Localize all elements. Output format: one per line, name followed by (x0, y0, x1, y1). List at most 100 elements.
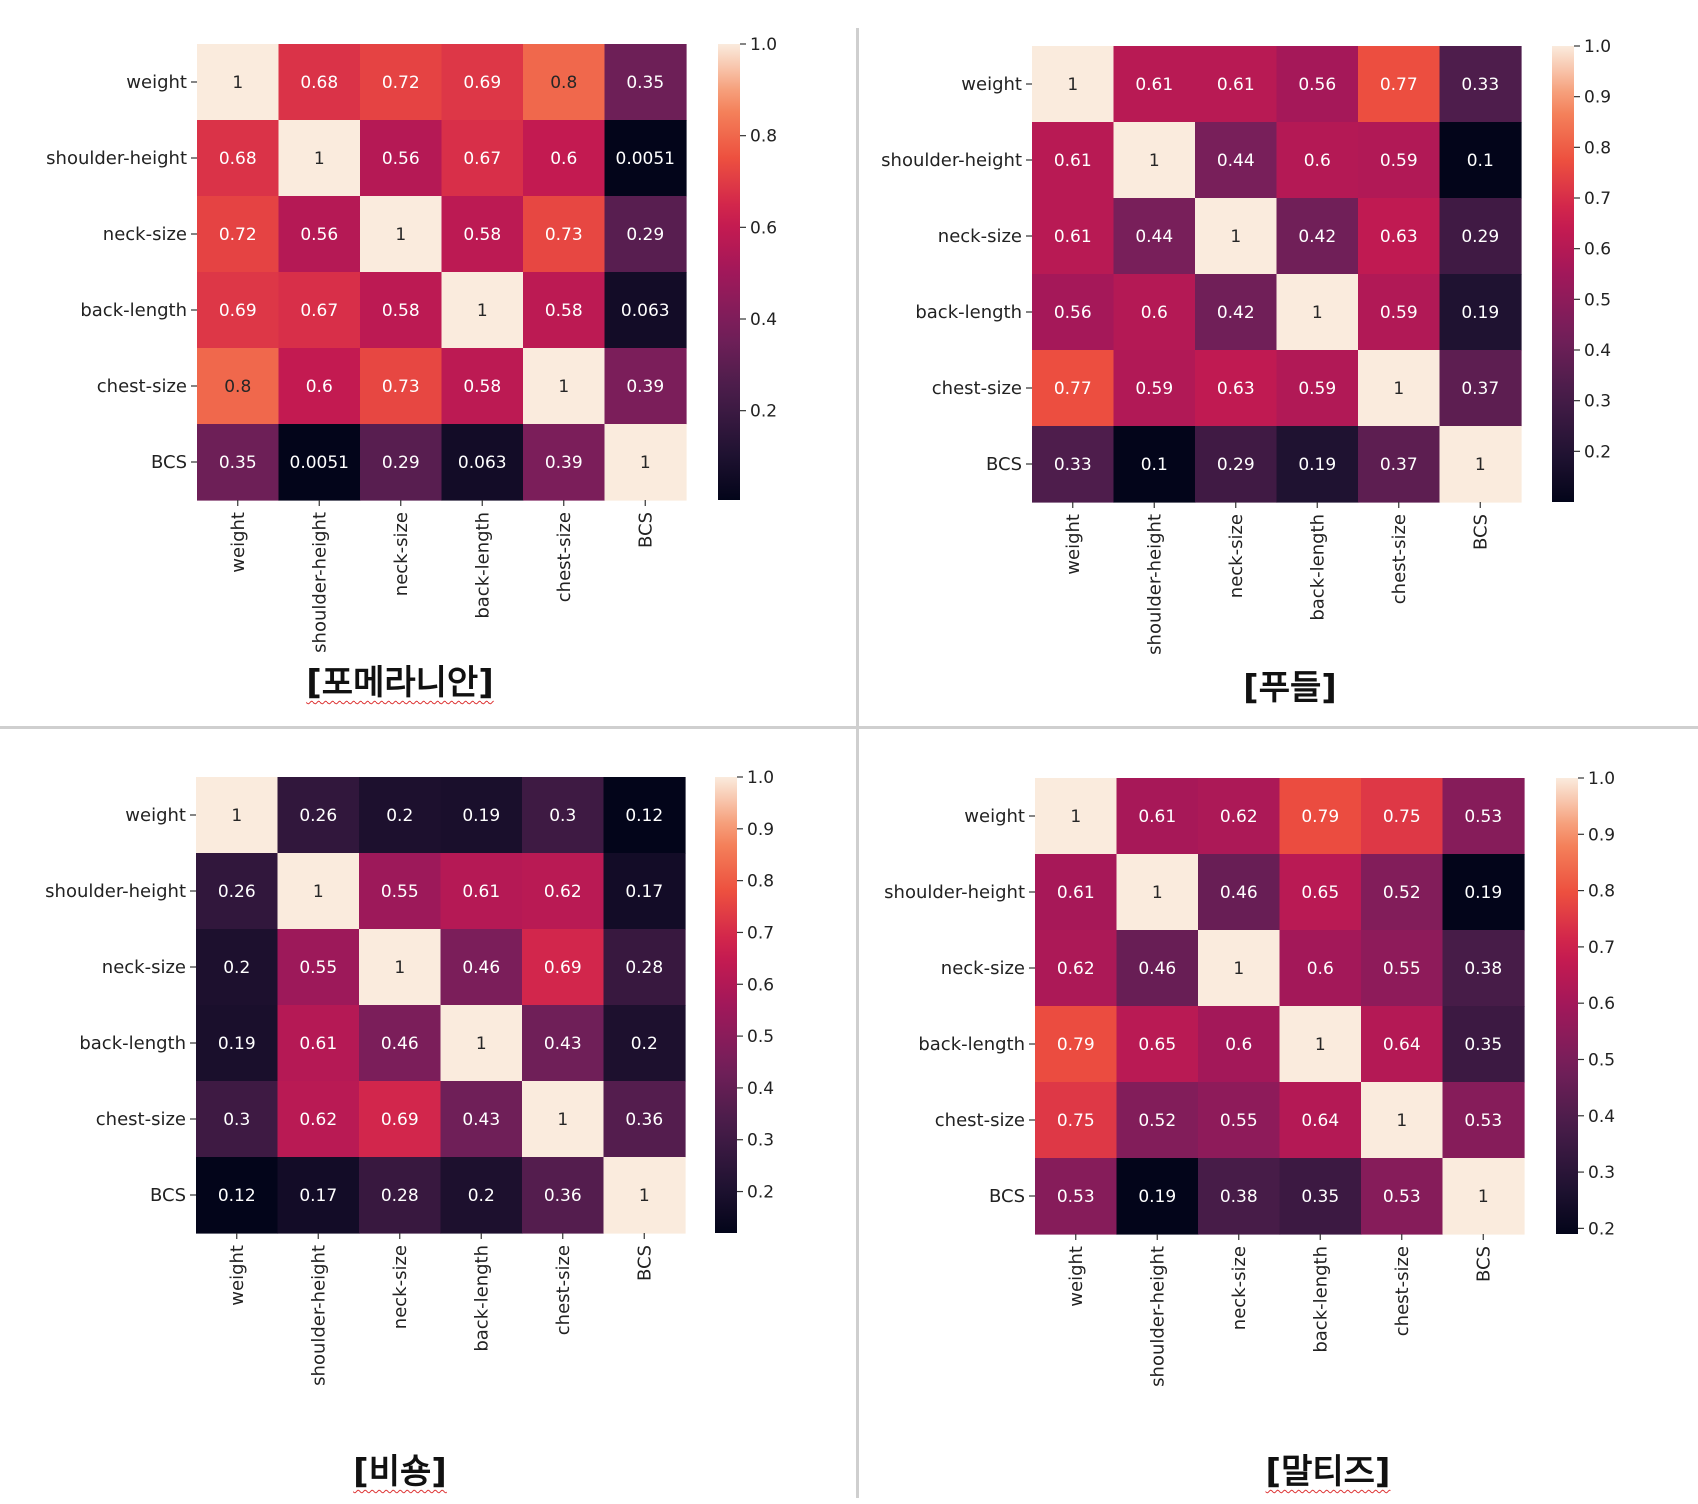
heatmap-cell (1198, 854, 1281, 931)
y-tick-label: weight (961, 74, 1022, 95)
y-tick-label: chest-size (96, 1109, 186, 1130)
cell-value-label: 0.39 (626, 377, 664, 397)
cell-value-label: 0.28 (625, 958, 663, 978)
caption-text: [포메라니안] (306, 663, 494, 703)
cell-value-label: 0.29 (626, 225, 664, 245)
x-tick-label: neck-size (1229, 1246, 1250, 1330)
cell-value-label: 0.61 (1054, 227, 1092, 247)
heatmap-cell (360, 120, 443, 197)
heatmap-cell (277, 929, 360, 1006)
cell-value-label: 0.6 (1141, 303, 1168, 323)
cell-value-label: 0.35 (219, 453, 257, 473)
cell-value-label: 0.61 (1217, 75, 1255, 95)
x-tick-label: weight (1063, 514, 1084, 575)
cell-value-label: 1 (477, 301, 488, 321)
cell-value-label: 0.68 (300, 73, 338, 93)
heatmap-cell (522, 777, 605, 854)
colorbar-tick-label: 0.5 (747, 1027, 774, 1047)
heatmap-cell (1116, 778, 1199, 855)
cell-value-label: 0.6 (1307, 959, 1334, 979)
colorbar-tick-label: 0.7 (747, 923, 774, 943)
heatmap-cell (197, 348, 280, 425)
heatmap-cell (1276, 426, 1359, 503)
heatmap-cell (1195, 426, 1278, 503)
x-tick-label: shoulder-height (1147, 1246, 1168, 1387)
heatmap-cell (1198, 1006, 1281, 1083)
heatmap-cell (1361, 1158, 1444, 1235)
heatmap-cell (1439, 274, 1522, 351)
heatmap-cell (1358, 350, 1441, 427)
heatmap-cell (360, 424, 443, 501)
cell-value-label: 1 (1149, 151, 1160, 171)
heatmap-cell (1113, 46, 1196, 123)
colorbar-tick-label: 0.7 (1588, 938, 1615, 958)
heatmap-cell (1195, 274, 1278, 351)
heatmap-cell (278, 272, 361, 349)
colorbar-tick-label: 1.0 (747, 768, 774, 788)
heatmap-cell (197, 196, 280, 273)
heatmap-cell (1279, 1082, 1362, 1159)
heatmap-panel-bichon: 1 0.26 0.2 0.19 0.3 0.12 0.26 1 0.55 0.61 0.62 0.17… (45, 768, 774, 1493)
heatmap-cell (604, 120, 687, 197)
x-tick-label: shoulder-height (1144, 514, 1165, 655)
cell-value-label: 0.6 (306, 377, 333, 397)
cell-value-label: 0.29 (1217, 455, 1255, 475)
heatmap-cell (196, 929, 279, 1006)
heatmap-cell (196, 853, 279, 930)
colorbar-tick-label: 0.6 (750, 218, 777, 238)
colorbar-tick-label: 0.6 (1584, 240, 1611, 260)
cell-value-label: 0.61 (1057, 883, 1095, 903)
cell-value-label: 0.69 (381, 1110, 419, 1130)
heatmap-cell (359, 1157, 442, 1234)
heatmap-cell (1279, 1158, 1362, 1235)
x-tick-label: chest-size (1389, 514, 1410, 604)
cell-value-label: 1 (1478, 1187, 1489, 1207)
y-tick-label: back-length (918, 1034, 1025, 1055)
cell-value-label: 1 (232, 73, 243, 93)
heatmap-cell (278, 196, 361, 273)
heatmap-cell (1361, 1082, 1444, 1159)
cell-value-label: 0.8 (224, 377, 251, 397)
heatmap-cell (440, 929, 523, 1006)
heatmap-cell (1439, 46, 1522, 123)
horizontal-divider (0, 726, 1698, 729)
cell-value-label: 0.75 (1057, 1111, 1095, 1131)
colorbar-tick-label: 0.2 (1584, 442, 1611, 462)
heatmap-cell (277, 777, 360, 854)
cell-value-label: 0.19 (462, 806, 500, 826)
y-tick-label: shoulder-height (881, 150, 1022, 171)
x-tick-label: neck-size (391, 512, 412, 596)
cell-value-label: 0.53 (1383, 1187, 1421, 1207)
x-tick-label: weight (1066, 1246, 1087, 1307)
colorbar-tick-label: 1.0 (750, 35, 777, 55)
colorbar-tick-label: 0.5 (1588, 1050, 1615, 1070)
cell-value-label: 0.73 (545, 225, 583, 245)
cell-value-label: 0.37 (1461, 379, 1499, 399)
heatmap-cell (1035, 778, 1118, 855)
y-tick-label: chest-size (932, 378, 1022, 399)
heatmap-cell (603, 1005, 686, 1082)
heatmap-cell (277, 1081, 360, 1158)
heatmap-cell (603, 853, 686, 930)
heatmap-cell (523, 348, 606, 425)
heatmap-cell (277, 853, 360, 930)
cell-value-label: 0.61 (1135, 75, 1173, 95)
caption-text: [푸들] (1243, 668, 1337, 708)
cell-value-label: 0.52 (1383, 883, 1421, 903)
cell-value-label: 1 (1312, 303, 1323, 323)
panel-caption: [비숑] (190, 1444, 610, 1493)
heatmap-cell (522, 1157, 605, 1234)
cell-value-label: 0.58 (463, 225, 501, 245)
heatmap-cell (440, 853, 523, 930)
cell-value-label: 0.35 (1301, 1187, 1339, 1207)
heatmap-cell (603, 1157, 686, 1234)
y-tick-label: shoulder-height (45, 881, 186, 902)
heatmap-cell (1035, 1006, 1118, 1083)
heatmap-cell (523, 272, 606, 349)
cell-value-label: 0.26 (299, 806, 337, 826)
heatmap-cell (1442, 930, 1525, 1007)
colorbar (1552, 46, 1574, 502)
heatmap-cell (1113, 350, 1196, 427)
x-tick-label: back-length (1307, 514, 1328, 621)
cell-value-label: 1 (394, 958, 405, 978)
